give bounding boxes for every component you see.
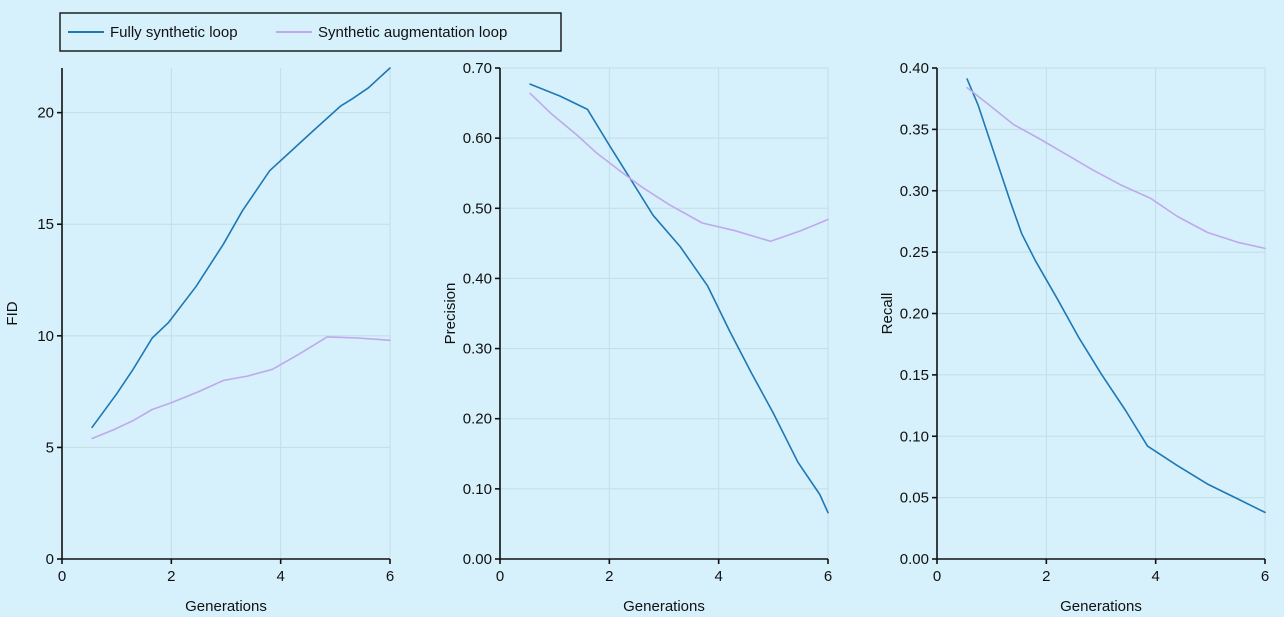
fid-y-tick-label: 10 <box>37 328 54 345</box>
legend-label-synthetic-augmentation: Synthetic augmentation loop <box>318 24 507 41</box>
recall-y-tick-label: 0.15 <box>900 367 929 384</box>
recall-x-axis-label: Generations <box>1060 598 1142 615</box>
fid-y-tick-label: 15 <box>37 216 54 233</box>
precision-y-tick-label: 0.70 <box>463 60 492 77</box>
fid-series-fully-synthetic-loop <box>91 67 391 429</box>
fid-y-tick-label: 5 <box>46 439 54 456</box>
precision-y-tick-label: 0.00 <box>463 551 492 568</box>
fid-series-synthetic-augmentation-loop <box>91 336 391 440</box>
precision-y-axis-label: Precision <box>442 283 459 345</box>
precision-x-tick-label: 6 <box>824 568 832 585</box>
precision-y-tick-label: 0.30 <box>463 341 492 358</box>
legend: Fully synthetic loop Synthetic augmentat… <box>59 12 562 52</box>
recall-x-tick-label: 0 <box>933 568 941 585</box>
precision-y-tick-label: 0.10 <box>463 481 492 498</box>
fid-x-tick-label: 4 <box>276 568 284 585</box>
precision-y-tick-label: 0.50 <box>463 200 492 217</box>
precision-x-tick-label: 4 <box>714 568 722 585</box>
fid-x-tick-label: 6 <box>386 568 394 585</box>
fid-x-axis-label: Generations <box>185 598 267 615</box>
fid-x-tick-label: 0 <box>58 568 66 585</box>
recall-x-tick-label: 2 <box>1042 568 1050 585</box>
precision-series-fully-synthetic-loop <box>529 83 829 514</box>
fid-y-axis-label: FID <box>4 301 21 325</box>
precision-x-tick-label: 2 <box>605 568 613 585</box>
recall-y-tick-label: 0.35 <box>900 121 929 138</box>
precision-series-synthetic-augmentation-loop <box>529 92 829 243</box>
precision-y-tick-label: 0.40 <box>463 270 492 287</box>
precision-x-axis-label: Generations <box>623 598 705 615</box>
precision-chart: 0 2 4 6 0.00 0.10 0.20 0.30 0.40 0.50 0.60 0.70 Gene… <box>442 60 832 615</box>
recall-series-synthetic-augmentation-loop <box>966 86 1266 250</box>
fid-y-tick-label: 0 <box>46 551 54 568</box>
precision-x-tick-label: 0 <box>496 568 504 585</box>
recall-y-tick-label: 0.05 <box>900 490 929 507</box>
recall-y-tick-label: 0.00 <box>900 551 929 568</box>
recall-x-tick-label: 4 <box>1151 568 1159 585</box>
precision-y-tick-label: 0.20 <box>463 411 492 428</box>
recall-x-tick-label: 6 <box>1261 568 1269 585</box>
recall-y-tick-label: 0.20 <box>900 306 929 323</box>
fid-x-tick-label: 2 <box>167 568 175 585</box>
precision-y-tick-label: 0.60 <box>463 130 492 147</box>
legend-label-fully-synthetic: Fully synthetic loop <box>110 24 238 41</box>
recall-y-axis-label: Recall <box>879 293 896 335</box>
recall-y-tick-label: 0.10 <box>900 428 929 445</box>
recall-series-fully-synthetic-loop <box>966 78 1266 514</box>
recall-chart: 0 2 4 6 0.00 0.05 0.10 0.15 0.20 0.25 0.30 0.35 0.40… <box>879 60 1269 615</box>
recall-y-tick-label: 0.30 <box>900 183 929 200</box>
recall-y-tick-label: 0.25 <box>900 244 929 261</box>
fid-chart: 0 2 4 6 0 5 10 15 20 Generations FID <box>4 67 394 615</box>
recall-y-tick-label: 0.40 <box>900 60 929 77</box>
fid-y-tick-label: 20 <box>37 105 54 122</box>
